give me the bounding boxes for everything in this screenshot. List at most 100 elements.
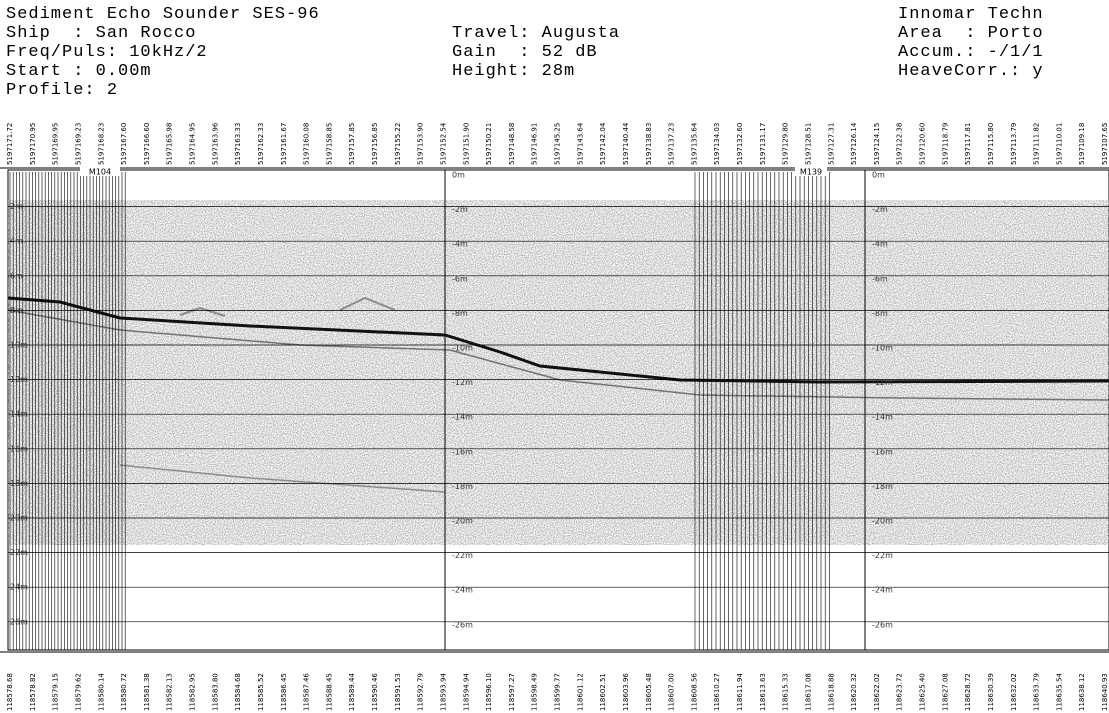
coordinate-label: 118635.54 bbox=[1055, 673, 1063, 711]
coordinate-label: 5197162.33 bbox=[257, 123, 265, 165]
coordinate-label: 118618.88 bbox=[827, 673, 835, 711]
marker-label: M104 bbox=[89, 168, 111, 177]
coordinate-label: 5197167.60 bbox=[120, 123, 128, 165]
depth-label: -6m bbox=[452, 274, 468, 283]
depth-label: 14m bbox=[10, 410, 28, 419]
coordinate-label: 5197127.31 bbox=[827, 123, 835, 165]
depth-label: 12m bbox=[10, 375, 28, 384]
coordinate-label: 5197143.64 bbox=[576, 122, 584, 165]
coordinate-label: 5197110.01 bbox=[1055, 123, 1063, 165]
coordinate-label: 118605.48 bbox=[645, 673, 653, 711]
coordinate-label: 5197129.80 bbox=[782, 123, 790, 165]
coordinate-label: 5197168.23 bbox=[97, 123, 105, 165]
coordinate-label: 5197156.85 bbox=[371, 123, 379, 165]
depth-label: 4m bbox=[10, 237, 23, 246]
depth-label: -2m bbox=[452, 205, 468, 214]
coordinate-label: 5197113.79 bbox=[1010, 123, 1018, 165]
coordinate-label: 118607.00 bbox=[668, 673, 676, 711]
coordinate-label: 5197160.08 bbox=[303, 123, 311, 165]
coordinate-label: 5197109.18 bbox=[1078, 123, 1086, 165]
coordinate-label: 5197128.51 bbox=[804, 123, 812, 165]
coordinate-label: 5197137.23 bbox=[668, 123, 676, 165]
coordinate-label: 118580.14 bbox=[97, 673, 105, 711]
echo-sounder-printout: Sediment Echo Sounder SES-96 Innomar Tec… bbox=[0, 0, 1109, 713]
marker-label: M139 bbox=[800, 168, 822, 177]
coordinate-label: 5197117.81 bbox=[964, 123, 972, 165]
coordinate-label: 118578.68 bbox=[6, 673, 14, 711]
coordinate-label: 118628.72 bbox=[964, 673, 972, 711]
coordinate-label: 5197124.15 bbox=[873, 123, 881, 165]
coordinate-label: 118632.02 bbox=[1010, 673, 1018, 711]
depth-label: -24m bbox=[452, 586, 473, 595]
coordinate-label: 5197170.95 bbox=[29, 123, 37, 165]
coordinate-label: 5197163.96 bbox=[211, 122, 219, 165]
depth-label: -8m bbox=[872, 309, 888, 318]
depth-label: 26m bbox=[10, 617, 28, 626]
depth-label: 24m bbox=[10, 583, 28, 592]
coordinate-label: 5197164.95 bbox=[189, 123, 197, 165]
coordinate-label: 118627.08 bbox=[941, 673, 949, 711]
coordinate-label: 5197126.14 bbox=[850, 122, 858, 165]
coordinate-label: 118620.32 bbox=[850, 673, 858, 711]
coordinate-label: 5197132.60 bbox=[736, 123, 744, 165]
coordinate-label: 118582.13 bbox=[166, 673, 174, 711]
coordinate-label: 5197146.91 bbox=[531, 123, 539, 165]
depth-label: -4m bbox=[872, 240, 888, 249]
coordinate-label: 118589.44 bbox=[348, 673, 356, 711]
depth-label: -8m bbox=[452, 309, 468, 318]
coordinate-label: 118584.68 bbox=[234, 673, 242, 711]
coordinate-label: 118586.45 bbox=[280, 673, 288, 711]
depth-label: 6m bbox=[10, 271, 23, 280]
coordinate-label: 5197163.33 bbox=[234, 123, 242, 165]
depth-label: -12m bbox=[452, 378, 473, 387]
coordinate-label: 118594.94 bbox=[462, 673, 470, 711]
depth-label: -18m bbox=[452, 482, 473, 491]
depth-label: 0m bbox=[452, 171, 465, 180]
coordinate-label: 5197152.54 bbox=[439, 122, 447, 165]
coordinate-label: 118630.39 bbox=[987, 673, 995, 711]
depth-label: -12m bbox=[872, 378, 893, 387]
depth-label: -16m bbox=[452, 447, 473, 456]
depth-label: 22m bbox=[10, 548, 28, 557]
coordinate-label: 118633.79 bbox=[1033, 673, 1041, 711]
depth-label: 8m bbox=[10, 306, 23, 315]
coordinate-label: 118597.27 bbox=[508, 673, 516, 711]
depth-label: -24m bbox=[872, 586, 893, 595]
coordinate-label: 118602.51 bbox=[599, 673, 607, 711]
coordinate-label: 5197161.67 bbox=[280, 123, 288, 165]
coordinate-label: 118596.10 bbox=[485, 673, 493, 711]
depth-label: -10m bbox=[452, 344, 473, 353]
coordinate-label: 5197138.83 bbox=[645, 123, 653, 165]
coordinate-label: 5197111.82 bbox=[1033, 123, 1041, 165]
coordinate-label: 5197115.80 bbox=[987, 123, 995, 165]
depth-label: -14m bbox=[872, 413, 893, 422]
profile-plot: M104M1392m4m6m8m10m12m14m16m18m20m22m24m… bbox=[0, 0, 1109, 713]
coordinate-label: 5197169.23 bbox=[74, 123, 82, 165]
coordinate-label: 118591.53 bbox=[394, 673, 402, 711]
coordinate-label: 118585.52 bbox=[257, 673, 265, 711]
coordinate-label: 5197158.85 bbox=[325, 123, 333, 165]
coordinate-label: 118603.96 bbox=[622, 673, 630, 711]
coordinate-label: 5197145.25 bbox=[554, 123, 562, 165]
coordinate-label: 118581.38 bbox=[143, 673, 151, 711]
coordinate-label: 118625.40 bbox=[919, 673, 927, 711]
depth-label: -20m bbox=[452, 517, 473, 526]
coordinate-label: 118608.56 bbox=[690, 673, 698, 711]
coordinate-label: 118592.79 bbox=[417, 673, 425, 711]
coordinate-label: 5197107.65 bbox=[1101, 123, 1109, 165]
coordinate-label: 118599.77 bbox=[554, 673, 562, 711]
depth-label: -26m bbox=[452, 620, 473, 629]
depth-label: 2m bbox=[10, 202, 23, 211]
coordinate-label: 118638.12 bbox=[1078, 673, 1086, 711]
coordinate-label: 5197153.90 bbox=[417, 123, 425, 165]
depth-label: -4m bbox=[452, 240, 468, 249]
coordinate-label: 5197118.79 bbox=[941, 123, 949, 165]
coordinate-label: 5197131.17 bbox=[759, 123, 767, 165]
coordinate-label: 118590.46 bbox=[371, 673, 379, 711]
coordinate-label: 118623.72 bbox=[896, 673, 904, 711]
echo-texture bbox=[8, 200, 1109, 545]
coordinate-label: 5197135.64 bbox=[690, 122, 698, 165]
coordinate-label: 118582.95 bbox=[189, 673, 197, 711]
coordinate-label: 5197166.60 bbox=[143, 123, 151, 165]
coordinate-label: 118617.08 bbox=[804, 673, 812, 711]
